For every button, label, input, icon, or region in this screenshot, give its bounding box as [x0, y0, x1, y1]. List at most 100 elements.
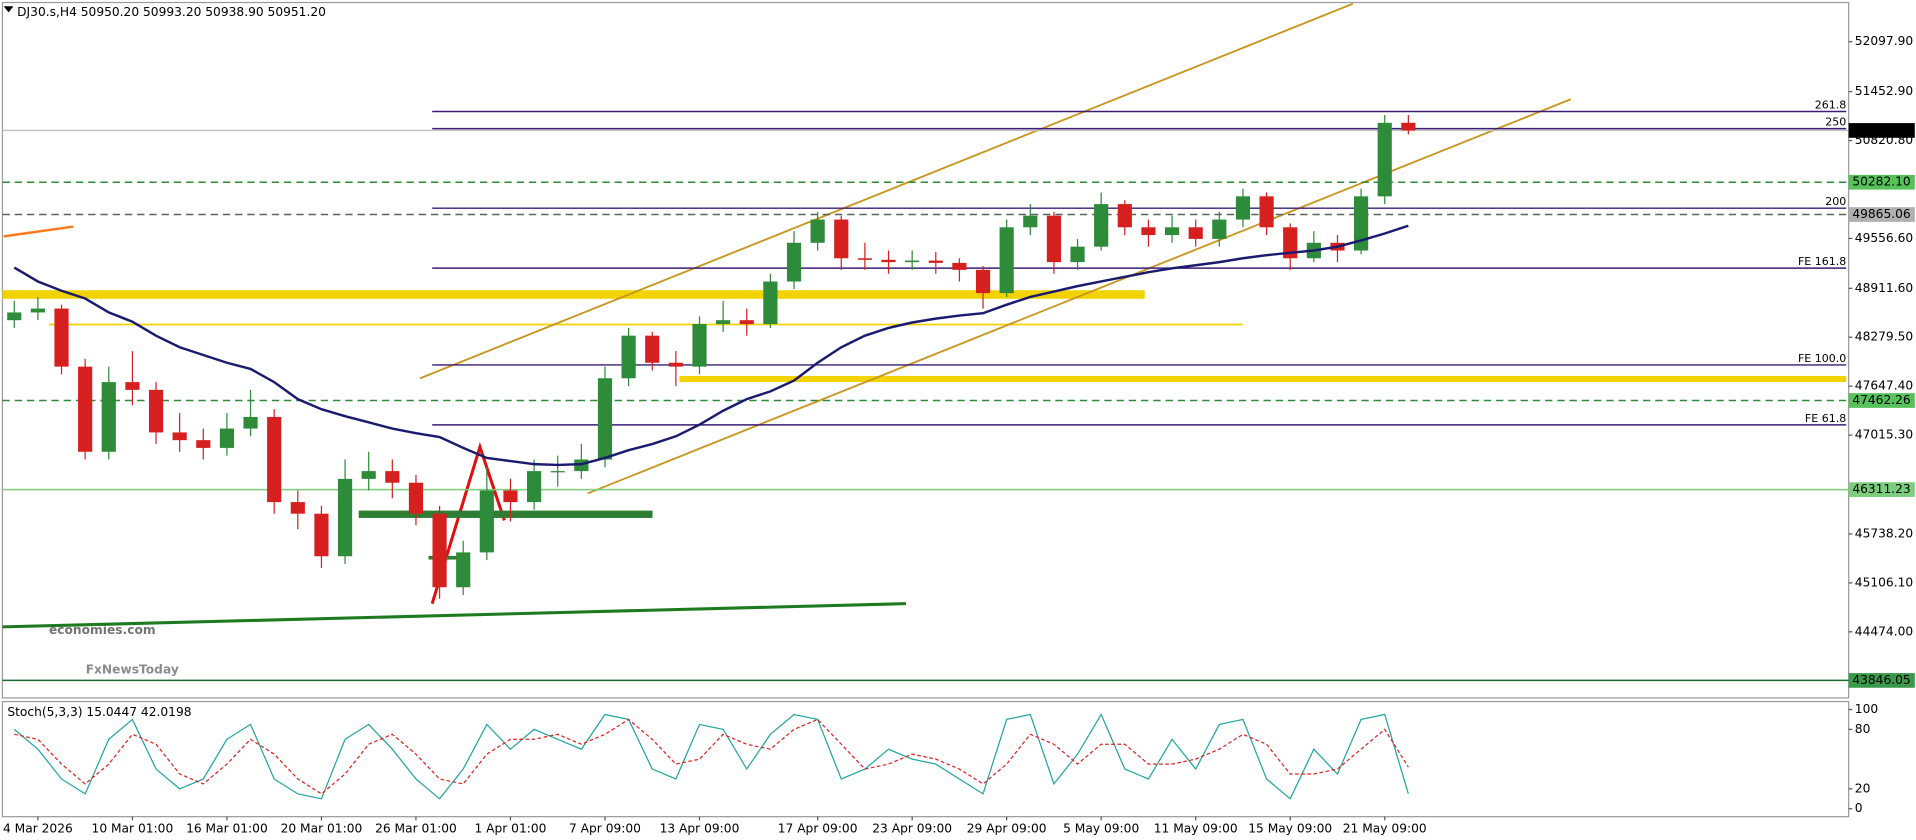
- candle-body: [54, 308, 69, 367]
- trend-line: [2, 602, 907, 629]
- menu-arrow[interactable]: [3, 6, 14, 13]
- candle-body: [692, 324, 707, 367]
- x-tick-label: 20 Mar 01:00: [281, 821, 363, 835]
- price-label: 49865.06: [1852, 207, 1911, 221]
- candle-body: [975, 269, 991, 294]
- stoch-panel: [1, 700, 1850, 818]
- candle-body: [1212, 219, 1227, 239]
- candle-body: [219, 428, 235, 448]
- candle-body: [716, 320, 731, 325]
- trend-line: [3, 225, 74, 238]
- x-tick-label: 7 Apr 09:00: [569, 821, 641, 835]
- fib-label: 200: [1825, 195, 1846, 208]
- watermark: economies.com: [49, 623, 156, 637]
- main-panel: [1, 1, 1850, 699]
- candle-body: [101, 382, 116, 452]
- y-tick-label: 80: [1855, 722, 1871, 736]
- candle-body: [1117, 204, 1132, 228]
- fib-label: 261.8: [1815, 98, 1847, 111]
- candle-body: [196, 440, 211, 448]
- y-tick-label: 100: [1855, 702, 1878, 716]
- x-tick-label: 23 Apr 09:00: [872, 821, 952, 835]
- price-label: 50951.20: [1852, 123, 1910, 137]
- x-tick-label: 26 Mar 01:00: [375, 821, 457, 835]
- x-tick-label: 17 Apr 09:00: [778, 821, 858, 835]
- x-tick-label: 4 Mar 2026: [3, 821, 73, 835]
- candle-body: [668, 362, 683, 367]
- price-box: [1848, 482, 1915, 497]
- price-box: [1848, 174, 1915, 190]
- y-tick-label: 51452.90: [1855, 84, 1913, 98]
- x-tick-label: 5 May 09:00: [1063, 821, 1139, 835]
- candle-body: [1141, 227, 1156, 236]
- x-tick-label: 11 May 09:00: [1154, 821, 1238, 835]
- x-tick-label: 10 Mar 01:00: [92, 821, 174, 835]
- candle-body: [1283, 227, 1298, 259]
- x-tick-label: 29 Apr 09:00: [967, 821, 1047, 835]
- candle-body: [172, 432, 187, 441]
- channel-upper: [419, 2, 1354, 380]
- y-tick-label: 0: [1855, 801, 1863, 815]
- zone: [358, 510, 653, 518]
- candle-body: [645, 335, 660, 363]
- y-tick-label: 47647.40: [1855, 379, 1913, 393]
- y-tick-label: 49556.60: [1855, 231, 1913, 245]
- candle-body: [1188, 227, 1203, 239]
- y-tick-label: 44474.00: [1855, 624, 1913, 638]
- candle-body: [857, 258, 872, 260]
- price-label: 43846.05: [1852, 673, 1910, 687]
- stoch-line: [14, 718, 1409, 795]
- price-box: [1848, 207, 1915, 222]
- candle-body: [78, 366, 93, 452]
- candle-body: [267, 416, 282, 503]
- zigzag: [430, 441, 506, 605]
- indicator-title: Stoch(5,3,3) 15.0447 42.0198: [7, 705, 191, 719]
- candle-body: [999, 227, 1014, 294]
- candle-body: [597, 378, 613, 460]
- y-tick-label: 20: [1855, 781, 1871, 795]
- moving-average: [13, 224, 1409, 467]
- x-tick-label: 15 May 09:00: [1248, 821, 1332, 835]
- candle-body: [1164, 227, 1180, 236]
- price-label: 50282.10: [1852, 175, 1910, 189]
- fib-label: FE 100.0: [1798, 352, 1846, 365]
- price-label: 46311.23: [1852, 482, 1910, 496]
- stoch-line: [13, 713, 1409, 800]
- chart-title: DJ30.s,H4 50950.20 50993.20 50938.90 509…: [17, 5, 326, 19]
- candle-body: [432, 513, 447, 588]
- fib-label: 250: [1825, 115, 1846, 128]
- candle-body: [834, 219, 849, 259]
- candle-body: [739, 320, 754, 325]
- candle-body: [763, 281, 778, 325]
- candle-body: [527, 471, 542, 503]
- candle-body: [479, 490, 494, 553]
- y-tick-label: 48911.60: [1855, 281, 1913, 295]
- candle-body: [621, 335, 636, 379]
- candle-body: [1354, 196, 1369, 251]
- candle-body: [905, 260, 920, 263]
- candle-body: [125, 382, 140, 390]
- candle-body: [337, 478, 353, 557]
- candle-body: [1235, 196, 1251, 220]
- y-tick-label: 45106.10: [1855, 575, 1913, 589]
- candle-body: [810, 219, 825, 243]
- y-tick-label: 45738.20: [1855, 526, 1913, 540]
- price-box: [1848, 123, 1915, 138]
- x-tick-label: 16 Mar 01:00: [186, 821, 268, 835]
- candle-body: [786, 242, 802, 282]
- price-label: 47462.26: [1852, 393, 1911, 407]
- candle-body: [30, 308, 45, 313]
- candle-body: [456, 552, 471, 588]
- price-box: [1848, 393, 1915, 408]
- x-tick-label: 1 Apr 01:00: [474, 821, 546, 835]
- x-tick-label: 21 May 09:00: [1343, 821, 1427, 835]
- candle-body: [503, 490, 518, 503]
- candle-body: [1094, 204, 1109, 247]
- candle-body: [361, 471, 376, 479]
- support-zone: [679, 375, 1847, 383]
- candle-body: [1070, 246, 1085, 263]
- candle-body: [408, 482, 424, 514]
- y-tick-label: 47015.30: [1855, 428, 1913, 442]
